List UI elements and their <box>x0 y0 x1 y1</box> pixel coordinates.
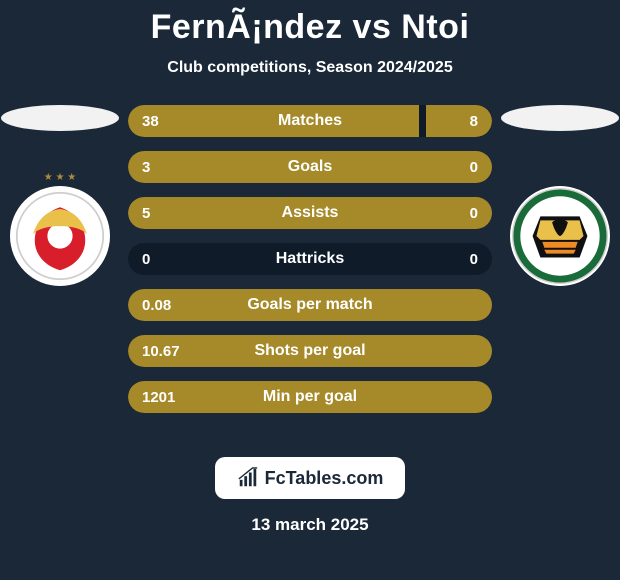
stat-value-left: 0 <box>128 251 218 268</box>
stat-value-right: 8 <box>402 113 492 130</box>
stat-row: 1201Min per goal <box>128 381 492 413</box>
stat-value-left: 5 <box>128 205 218 222</box>
stat-row: 3Goals0 <box>128 151 492 183</box>
footer-date: 13 march 2025 <box>251 515 368 535</box>
chart-icon <box>237 467 259 489</box>
stat-row: 0Hattricks0 <box>128 243 492 275</box>
stat-row: 38Matches8 <box>128 105 492 137</box>
rioave-crest <box>510 186 610 286</box>
page-subtitle: Club competitions, Season 2024/2025 <box>0 59 620 77</box>
stat-value-left: 38 <box>128 113 218 130</box>
stat-value-left: 3 <box>128 159 218 176</box>
player-right-photo-placeholder <box>501 105 619 131</box>
stat-label: Goals <box>218 158 402 176</box>
stat-row: 5Assists0 <box>128 197 492 229</box>
benfica-crest: ★ ★ ★ <box>10 186 110 286</box>
stat-label: Goals per match <box>218 296 402 314</box>
footer: FcTables.com 13 march 2025 <box>0 457 620 535</box>
stat-row: 0.08Goals per match <box>128 289 492 321</box>
stat-value-left: 0.08 <box>128 297 218 314</box>
stat-label: Matches <box>218 112 402 130</box>
fctables-logo-text: FcTables.com <box>265 468 384 489</box>
player-left-photo-placeholder <box>1 105 119 131</box>
stat-label: Assists <box>218 204 402 222</box>
stat-label: Min per goal <box>218 388 402 406</box>
stat-value-left: 1201 <box>128 389 218 406</box>
stat-value-right: 0 <box>402 205 492 222</box>
stat-label: Hattricks <box>218 250 402 268</box>
stat-label: Shots per goal <box>218 342 402 360</box>
stat-value-left: 10.67 <box>128 343 218 360</box>
stats-list: 38Matches83Goals05Assists00Hattricks00.0… <box>128 105 492 413</box>
header: FernÃ¡ndez vs Ntoi Club competitions, Se… <box>0 0 620 77</box>
stat-value-right: 0 <box>402 159 492 176</box>
stat-row: 10.67Shots per goal <box>128 335 492 367</box>
player-right-column <box>500 105 620 286</box>
rioave-crest-icon <box>511 187 609 285</box>
fctables-logo: FcTables.com <box>215 457 406 499</box>
page-title: FernÃ¡ndez vs Ntoi <box>0 8 620 47</box>
benfica-crest-icon <box>15 191 105 281</box>
comparison-content: ★ ★ ★ 38Matches83Goals05Assists <box>0 105 620 445</box>
player-left-column: ★ ★ ★ <box>0 105 120 286</box>
benfica-stars-icon: ★ ★ ★ <box>10 172 110 183</box>
stat-value-right: 0 <box>402 251 492 268</box>
